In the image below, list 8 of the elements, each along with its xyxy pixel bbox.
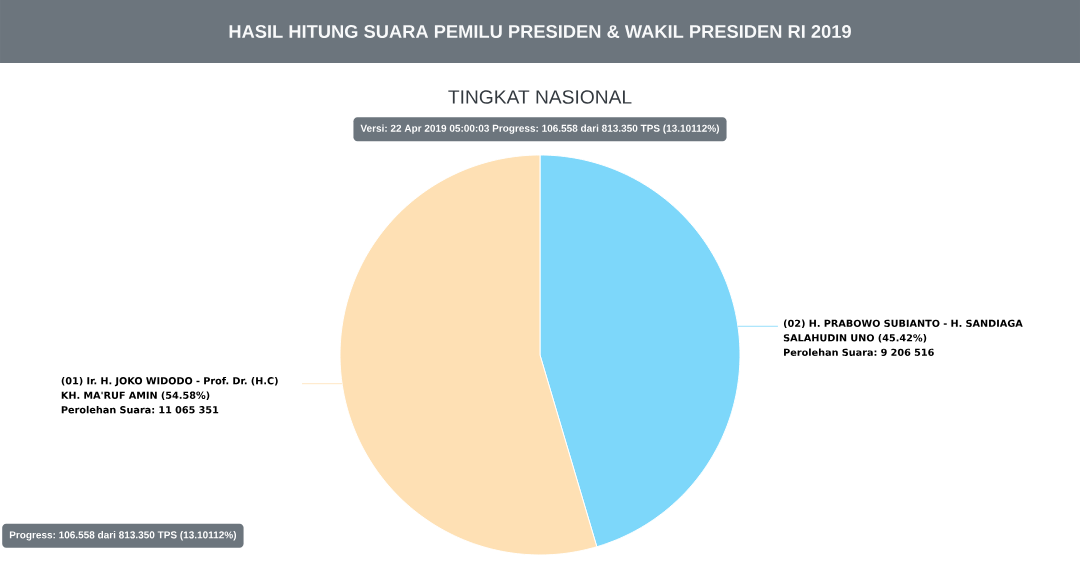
data-label: Perolehan Suara: 9 206 516 [784,348,934,356]
slice-label: (01) Ir. H. JOKO WIDODO - Prof. Dr. (H.C) KH. MA'RUF AMIN (54.58%) [61,376,278,401]
chart-subtitle: TINGKAT NASIONAL [448,90,632,104]
slice-label: (02) H. PRABOWO SUBIANTO - H. SANDIAGA SALAHUDIN UNO (45.42%) [783,319,1023,343]
chart-title: HASIL HITUNG SUARA PEMILU PRESIDEN & WAKIL PRESIDEN RI 2019 [229,25,851,38]
text: Progress: 106.558 dari 813.350 TPS (13.10112%) [9,531,237,541]
data-label: Perolehan Suara: 11 065 351 [61,405,219,414]
text: Versi: 22 Apr 2019 05:00:03 Progress: 106.558 dari 813.350 TPS (13.10112%) [360,124,720,134]
